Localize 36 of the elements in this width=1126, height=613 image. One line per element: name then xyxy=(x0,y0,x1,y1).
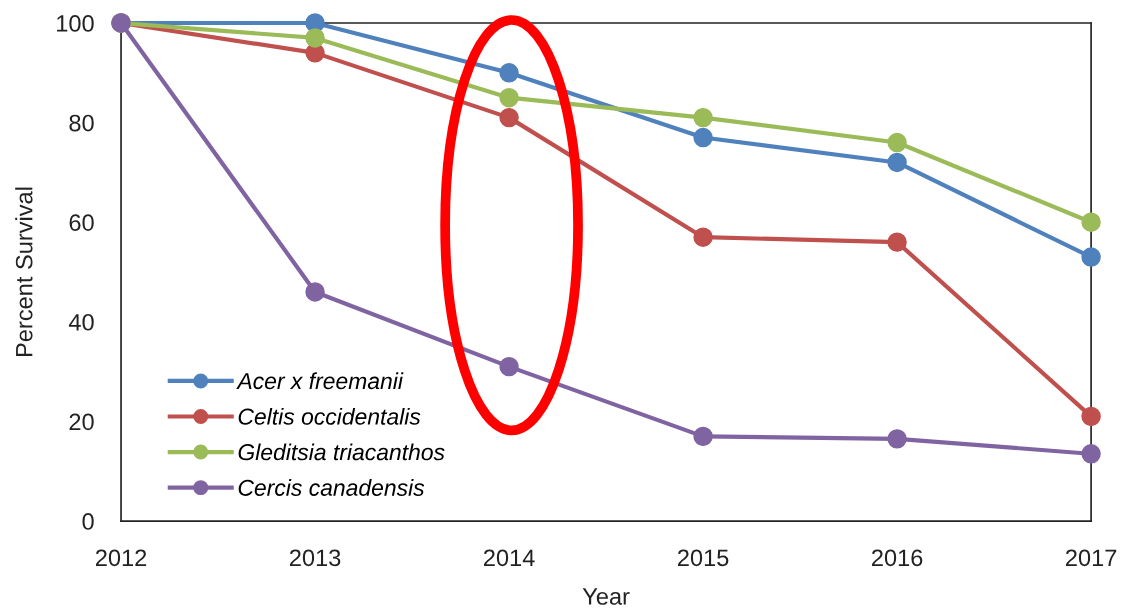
point xyxy=(693,426,713,447)
point xyxy=(887,232,907,252)
point xyxy=(887,152,907,173)
point xyxy=(693,107,713,128)
point xyxy=(1081,406,1101,427)
y-axis-title: Percent Survival xyxy=(15,187,33,357)
y-tick-label: 60 xyxy=(69,214,94,231)
point xyxy=(499,87,519,108)
point xyxy=(499,356,519,377)
point xyxy=(693,227,713,247)
x-tick-label: 2015 xyxy=(678,549,729,567)
x-tick-label: 2013 xyxy=(289,549,341,567)
legend-label: Gleditsia triacanthos xyxy=(238,443,445,461)
legend-label: Cercis canadensis xyxy=(238,479,425,496)
point xyxy=(887,429,907,449)
legend-label: Acer x freemanii xyxy=(236,372,404,390)
x-axis-title: Year xyxy=(582,588,630,605)
point xyxy=(693,127,713,148)
x-tick-label: 2014 xyxy=(483,549,535,567)
point xyxy=(499,63,519,83)
point xyxy=(1081,444,1101,464)
x-tick-label: 2017 xyxy=(1066,549,1117,567)
x-tick-label: 2012 xyxy=(95,549,147,567)
point xyxy=(305,28,325,48)
y-tick-label: 0 xyxy=(82,513,94,530)
y-tick-label: 100 xyxy=(57,15,94,32)
point xyxy=(305,282,325,302)
y-tick-label: 20 xyxy=(69,413,94,431)
point xyxy=(1081,247,1101,267)
y-tick-label: 80 xyxy=(69,114,94,132)
y-tick-label: 40 xyxy=(68,313,94,331)
legend-label: Celtis occidentalis xyxy=(238,407,421,425)
x-tick-label: 2016 xyxy=(872,549,923,567)
point xyxy=(499,107,519,128)
point xyxy=(887,132,907,153)
point xyxy=(1081,212,1101,232)
